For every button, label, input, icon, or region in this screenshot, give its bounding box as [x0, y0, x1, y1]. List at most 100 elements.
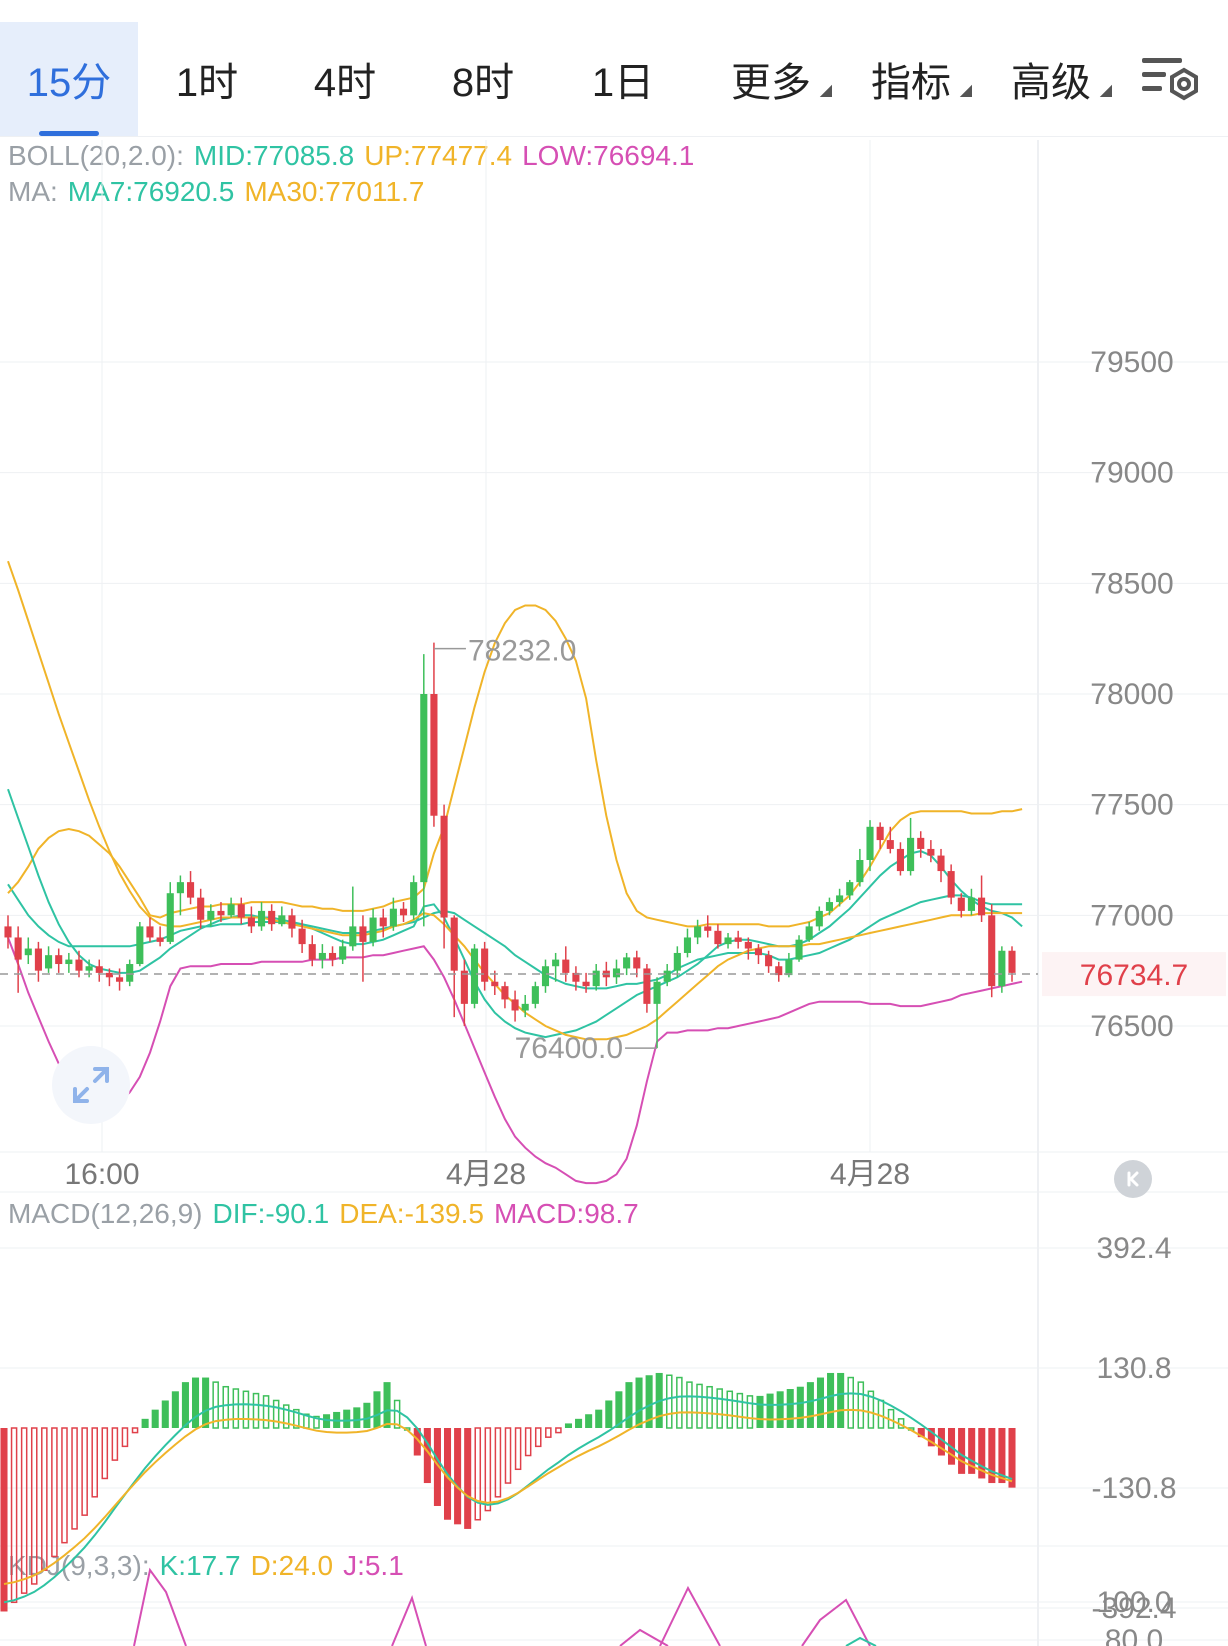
macd-bar	[978, 1428, 986, 1479]
boll-label: BOLL(20,2.0):	[8, 140, 184, 171]
candle-body	[278, 915, 286, 925]
candle-body	[95, 966, 103, 973]
macd-bar	[181, 1382, 189, 1428]
candle-body	[116, 977, 124, 982]
macd-bar	[121, 1427, 129, 1448]
macd-bar	[726, 1390, 734, 1429]
macd-bar	[555, 1427, 562, 1434]
candle-body	[572, 972, 580, 982]
macd-bar	[191, 1377, 200, 1428]
macd-bar	[383, 1382, 391, 1428]
tab-more[interactable]: 更多 ◢	[716, 22, 832, 136]
macd-bar	[131, 1427, 139, 1434]
macd-bar	[917, 1428, 925, 1438]
candle-body	[55, 955, 63, 965]
expand-chart-button[interactable]	[52, 1046, 130, 1124]
macd-bar	[504, 1427, 512, 1484]
dea-line	[3, 1408, 1013, 1585]
candle-body	[988, 915, 996, 987]
kdj-tick-label: 100.0	[1096, 1586, 1171, 1619]
tab-advanced[interactable]: 高级 ◢	[996, 22, 1112, 136]
price-tick-label: 78500	[1090, 567, 1173, 600]
candle-body	[399, 908, 408, 916]
grid-lines	[0, 140, 1228, 1646]
macd-bar	[796, 1386, 804, 1428]
candle-body	[917, 837, 925, 849]
tab-1d[interactable]: 1日	[564, 22, 682, 136]
tab-label: 1时	[175, 61, 239, 105]
candle-body	[359, 926, 367, 942]
macd-bar	[545, 1427, 552, 1438]
candle-body	[795, 939, 803, 960]
candle-body	[552, 959, 560, 967]
candle-body	[541, 966, 550, 987]
candle-body	[85, 966, 93, 971]
ma-label: MA:	[8, 176, 58, 207]
tab-indicators[interactable]: 指标 ◢	[856, 22, 972, 136]
price-tick-label: 76500	[1090, 1010, 1173, 1043]
candle-body	[197, 897, 205, 920]
axes: 79500 79000 78500 78000 77500 77000 76500 16:00…	[64, 346, 1226, 1646]
candle-body	[856, 860, 864, 883]
candle-body	[612, 968, 621, 978]
macd-bar	[1008, 1428, 1016, 1488]
tab-label: 指标	[871, 61, 951, 105]
ma7-value: MA7:76920.5	[67, 176, 235, 207]
macd-bar	[373, 1391, 381, 1428]
macd-bar	[41, 1427, 48, 1571]
macd-bar	[998, 1428, 1006, 1484]
j-line	[619, 1628, 669, 1646]
candle-body	[207, 910, 215, 920]
candle-body	[369, 917, 377, 942]
macd-bar	[615, 1391, 623, 1428]
macd-bar	[393, 1399, 401, 1429]
expand-icon	[73, 1067, 109, 1103]
active-tab-indicator	[39, 131, 99, 136]
macd-bar	[676, 1376, 683, 1429]
dif-value: DIF:-90.1	[212, 1198, 330, 1229]
dropdown-caret-icon: ◢	[819, 82, 832, 99]
macd-bar	[433, 1428, 441, 1506]
tab-8h[interactable]: 8时	[424, 22, 542, 136]
macd-bar	[141, 1418, 149, 1428]
candle-body	[623, 957, 631, 969]
tab-15m[interactable]: 15分	[0, 22, 138, 136]
macd-bar	[81, 1427, 88, 1516]
macd-bar	[514, 1427, 522, 1471]
candle-body	[907, 837, 915, 872]
j-line	[801, 1598, 871, 1646]
candle-body	[217, 910, 225, 916]
candle-body	[186, 882, 195, 898]
candle-body	[937, 855, 945, 872]
scroll-to-latest-button[interactable]	[1114, 1160, 1152, 1198]
macd-bar	[71, 1427, 78, 1530]
macd-bar	[635, 1377, 643, 1428]
current-price-label: 76734.7	[1080, 959, 1188, 992]
ma30-value: MA30:77011.7	[244, 176, 425, 207]
candle-body	[825, 902, 834, 911]
k-line	[845, 1636, 877, 1646]
macd-tick-label: -130.8	[1091, 1472, 1176, 1505]
macd-bar	[837, 1372, 845, 1428]
candle-body	[126, 964, 134, 982]
candle-body	[247, 917, 255, 927]
candle-body	[562, 959, 570, 973]
tab-1h[interactable]: 1时	[148, 22, 266, 136]
candle-body	[4, 926, 12, 938]
price-tick-label: 77500	[1090, 789, 1173, 822]
macd-bar	[958, 1428, 966, 1474]
macd-bar	[212, 1381, 219, 1429]
tab-4h[interactable]: 4时	[286, 22, 404, 136]
candle-body	[927, 848, 935, 856]
macd-bar	[413, 1428, 421, 1456]
chart-settings-icon[interactable]	[1140, 52, 1200, 108]
macd-bar	[524, 1427, 532, 1457]
candle-body	[318, 952, 326, 960]
macd-bar	[323, 1414, 331, 1428]
candle-body	[146, 926, 154, 938]
macd-bar	[10, 1427, 18, 1604]
macd-bar	[484, 1427, 492, 1512]
k-value: K:17.7	[159, 1550, 241, 1581]
candle-body	[633, 957, 641, 969]
